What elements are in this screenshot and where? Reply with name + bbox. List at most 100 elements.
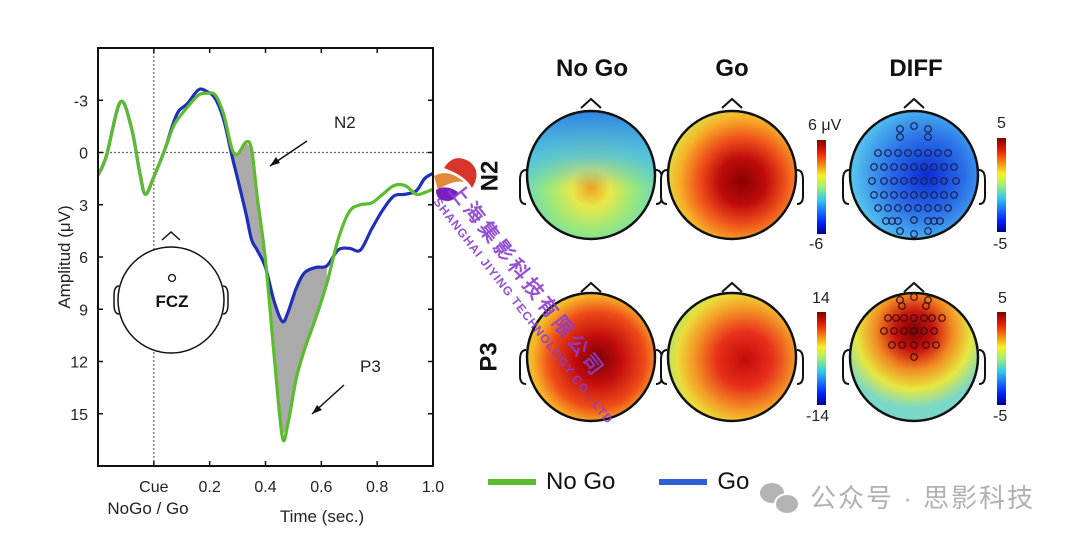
x-tick-label: 0.2 xyxy=(199,479,221,496)
electrode-marker xyxy=(934,204,942,212)
electrode-marker xyxy=(892,314,900,322)
electrode-marker xyxy=(870,191,878,199)
x-tick-label: 0.8 xyxy=(366,479,388,496)
electrode-marker xyxy=(900,177,908,185)
electrode-marker xyxy=(898,302,906,310)
company-logo-icon xyxy=(434,158,477,201)
electrode-marker xyxy=(940,163,948,171)
electrode-marker xyxy=(920,327,928,335)
wechat-icon xyxy=(760,481,800,515)
electrode-marker xyxy=(952,177,960,185)
colorbar-p3-main-min: -14 xyxy=(806,408,830,425)
electrode-marker xyxy=(930,177,938,185)
electrode-marker xyxy=(936,217,944,225)
electrode-marker xyxy=(920,191,928,199)
legend: No Go Go xyxy=(488,468,793,496)
electrode-marker xyxy=(900,163,908,171)
erp-plot: Cue 0.2 0.4 0.6 0.8 1.0 -3 0 3 6 9 12 15 FCZ N2 P3 A… xyxy=(55,47,444,526)
axis-ticks: Cue 0.2 0.4 0.6 0.8 1.0 -3 0 3 6 9 12 15 xyxy=(70,48,444,496)
y-tick-label: 0 xyxy=(79,146,88,163)
electrode-marker xyxy=(890,163,898,171)
electrode-marker xyxy=(910,293,918,301)
electrode-marker xyxy=(924,125,932,133)
annotation-n2-arrowhead xyxy=(270,157,280,166)
x-tick-label: 1.0 xyxy=(422,479,444,496)
x-tick-label: 0.4 xyxy=(254,479,276,496)
electrode-marker xyxy=(890,191,898,199)
electrode-marker xyxy=(950,163,958,171)
electrode-marker xyxy=(910,177,918,185)
electrode-inset: FCZ xyxy=(113,230,229,354)
y-tick-label: 9 xyxy=(79,302,88,319)
inset-right-ear xyxy=(222,285,229,315)
inset-nose xyxy=(161,230,181,241)
topo-p3-diff xyxy=(842,281,986,423)
electrode-marker xyxy=(894,217,902,225)
colorbar-p3-diff xyxy=(997,312,1006,405)
legend-swatch-go xyxy=(659,479,708,485)
electrode-marker xyxy=(914,149,922,157)
inset-head xyxy=(117,246,225,354)
row-label-p3: P3 xyxy=(475,342,503,372)
y-tick-label: 12 xyxy=(70,355,88,372)
series-line-no-go xyxy=(98,91,433,443)
electrode-marker xyxy=(910,122,918,130)
annotation-p3-label: P3 xyxy=(360,357,381,376)
colorbar-n2-diff-min: -5 xyxy=(993,236,1008,253)
y-tick-label: 6 xyxy=(79,250,88,267)
annotation-n2: N2 xyxy=(269,113,356,167)
column-title-diff: DIFF xyxy=(889,55,943,82)
x-axis-title: Time (sec.) xyxy=(280,507,364,526)
electrode-marker xyxy=(884,204,892,212)
electrode-marker xyxy=(910,327,918,335)
electrode-marker xyxy=(922,341,930,349)
electrode-marker xyxy=(930,191,938,199)
electrode-marker xyxy=(896,125,904,133)
electrode-marker xyxy=(944,204,952,212)
topo-n2-diff xyxy=(842,97,986,241)
y-tick-label: 15 xyxy=(70,407,88,424)
colorbar-n2-main-min: -6 xyxy=(809,236,824,253)
y-tick-label: 3 xyxy=(79,198,88,215)
electrode-marker xyxy=(914,204,922,212)
colorbar-n2-main xyxy=(817,140,826,234)
electrode-marker xyxy=(900,191,908,199)
electrode-marker xyxy=(950,191,958,199)
electrode-marker xyxy=(880,177,888,185)
electrode-marker xyxy=(896,133,904,141)
electrode-marker xyxy=(874,149,882,157)
electrode-marker xyxy=(938,314,946,322)
electrode-marker xyxy=(870,163,878,171)
column-title-go: Go xyxy=(715,55,749,82)
electrode-marker xyxy=(928,314,936,322)
colorbar-p3-main xyxy=(817,312,826,405)
electrode-marker xyxy=(894,149,902,157)
annotation-n2-label: N2 xyxy=(334,113,356,132)
electrode-marker xyxy=(896,227,904,235)
electrode-marker xyxy=(900,327,908,335)
electrode-marker xyxy=(910,191,918,199)
electrode-marker xyxy=(910,314,918,322)
n2-diff-electrodes xyxy=(868,122,960,238)
footer-watermark-text: 公众号 · 思影科技 xyxy=(810,483,1036,513)
electrode-marker xyxy=(940,177,948,185)
electrode-marker xyxy=(924,149,932,157)
electrode-marker xyxy=(910,163,918,171)
electrode-marker xyxy=(910,341,918,349)
electrode-marker xyxy=(910,216,918,224)
row-label-n2: N2 xyxy=(476,160,504,192)
legend-label-go: Go xyxy=(717,468,750,495)
electrode-marker xyxy=(898,341,906,349)
colorbar-n2-diff xyxy=(997,138,1006,232)
electrode-marker xyxy=(924,227,932,235)
difference-region-2 xyxy=(265,260,327,437)
electrode-marker xyxy=(888,341,896,349)
electrode-marker xyxy=(910,353,918,361)
colorbar-n2-diff-max: 5 xyxy=(997,115,1006,132)
topography-grid xyxy=(519,97,1006,423)
colorbar-p3-main-max: 14 xyxy=(812,290,830,307)
inset-electrode-marker xyxy=(167,273,177,283)
electrode-marker xyxy=(930,327,938,335)
electrode-marker xyxy=(894,204,902,212)
